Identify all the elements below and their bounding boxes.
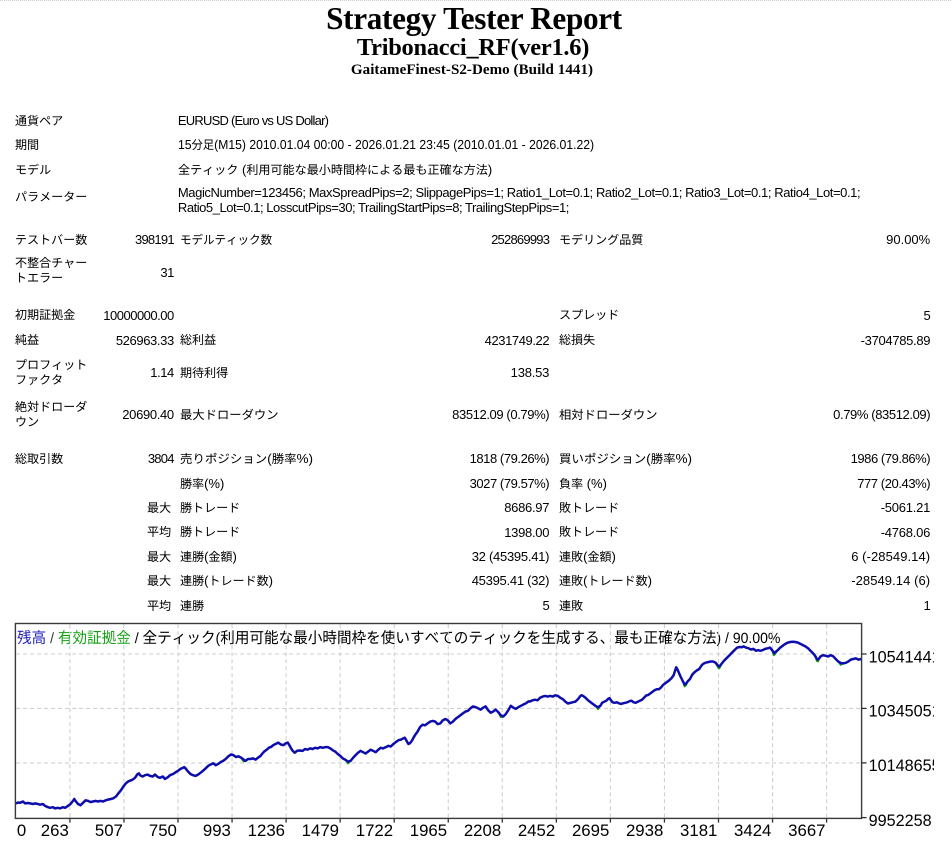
svg-text:0: 0 xyxy=(17,821,26,840)
svg-text:2695: 2695 xyxy=(572,821,609,840)
svg-text:3181: 3181 xyxy=(680,821,717,840)
svg-text:507: 507 xyxy=(95,821,123,840)
svg-text:9952258: 9952258 xyxy=(869,812,932,830)
svg-text:10541441: 10541441 xyxy=(869,648,941,666)
svg-text:2452: 2452 xyxy=(518,821,555,840)
svg-text:3424: 3424 xyxy=(734,821,771,840)
svg-text:3667: 3667 xyxy=(788,821,825,840)
svg-text:10148655: 10148655 xyxy=(869,757,941,775)
svg-text:993: 993 xyxy=(203,821,231,840)
svg-text:1236: 1236 xyxy=(248,821,285,840)
svg-text:10345051: 10345051 xyxy=(869,703,941,721)
svg-text:263: 263 xyxy=(41,821,69,840)
svg-text:1722: 1722 xyxy=(356,821,393,840)
svg-text:1965: 1965 xyxy=(410,821,447,840)
svg-text:750: 750 xyxy=(149,821,177,840)
svg-text:2208: 2208 xyxy=(464,821,501,840)
svg-text:1479: 1479 xyxy=(302,821,339,840)
svg-text:2938: 2938 xyxy=(626,821,663,840)
